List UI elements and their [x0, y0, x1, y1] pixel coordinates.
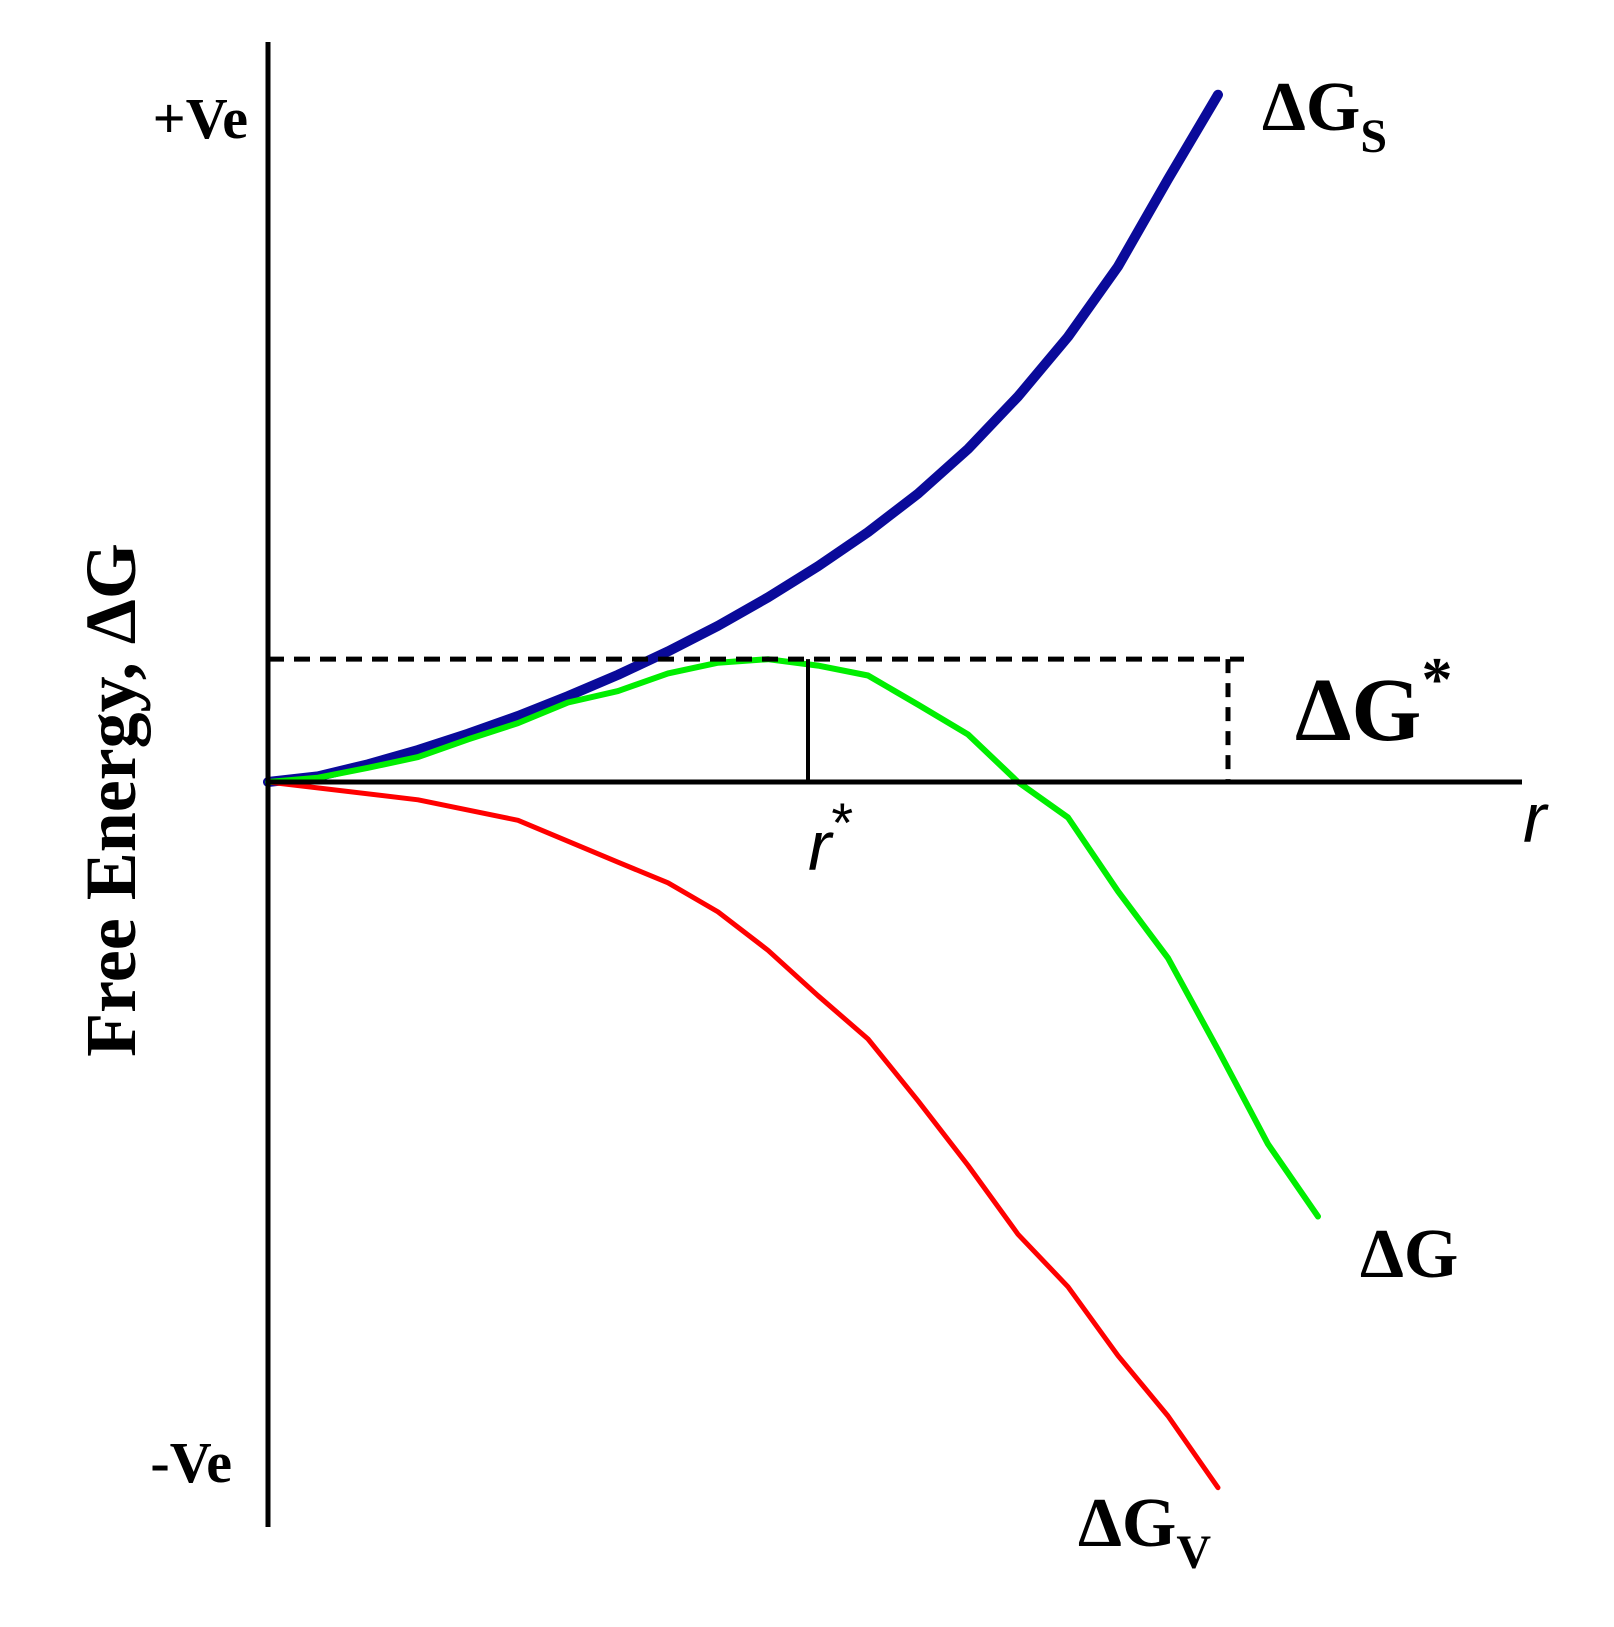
series-label-volume-sub: V: [1176, 1526, 1211, 1579]
y-tick-negative: -Ve: [150, 1430, 232, 1495]
barrier-label-main: ΔG: [1295, 661, 1421, 760]
series-label-surface-sub: S: [1360, 110, 1387, 163]
critical-radius-label-sup: *: [831, 791, 853, 854]
critical-radius-label-main: r: [808, 807, 834, 885]
barrier-label-sup: *: [1421, 646, 1452, 714]
series-line-volume: [265, 779, 1221, 1491]
x-axis-title: r: [1523, 779, 1549, 857]
series-line-total: [265, 656, 1321, 1220]
series-label-volume-main: ΔG: [1078, 1485, 1176, 1562]
series-label-surface-main: ΔG: [1262, 69, 1360, 146]
series-line-surface: [263, 89, 1223, 787]
y-tick-positive: +Ve: [153, 86, 248, 151]
series-label-total: ΔG: [1360, 1216, 1458, 1293]
critical-radius-label: r*: [808, 791, 853, 885]
series-label-volume: ΔGV: [1078, 1485, 1211, 1579]
y-axis-title: Free Energy, ΔG: [71, 543, 151, 1057]
series-label-surface: ΔGS: [1262, 69, 1387, 163]
barrier-label: ΔG*: [1295, 646, 1452, 760]
curve-layer: [263, 89, 1321, 1491]
